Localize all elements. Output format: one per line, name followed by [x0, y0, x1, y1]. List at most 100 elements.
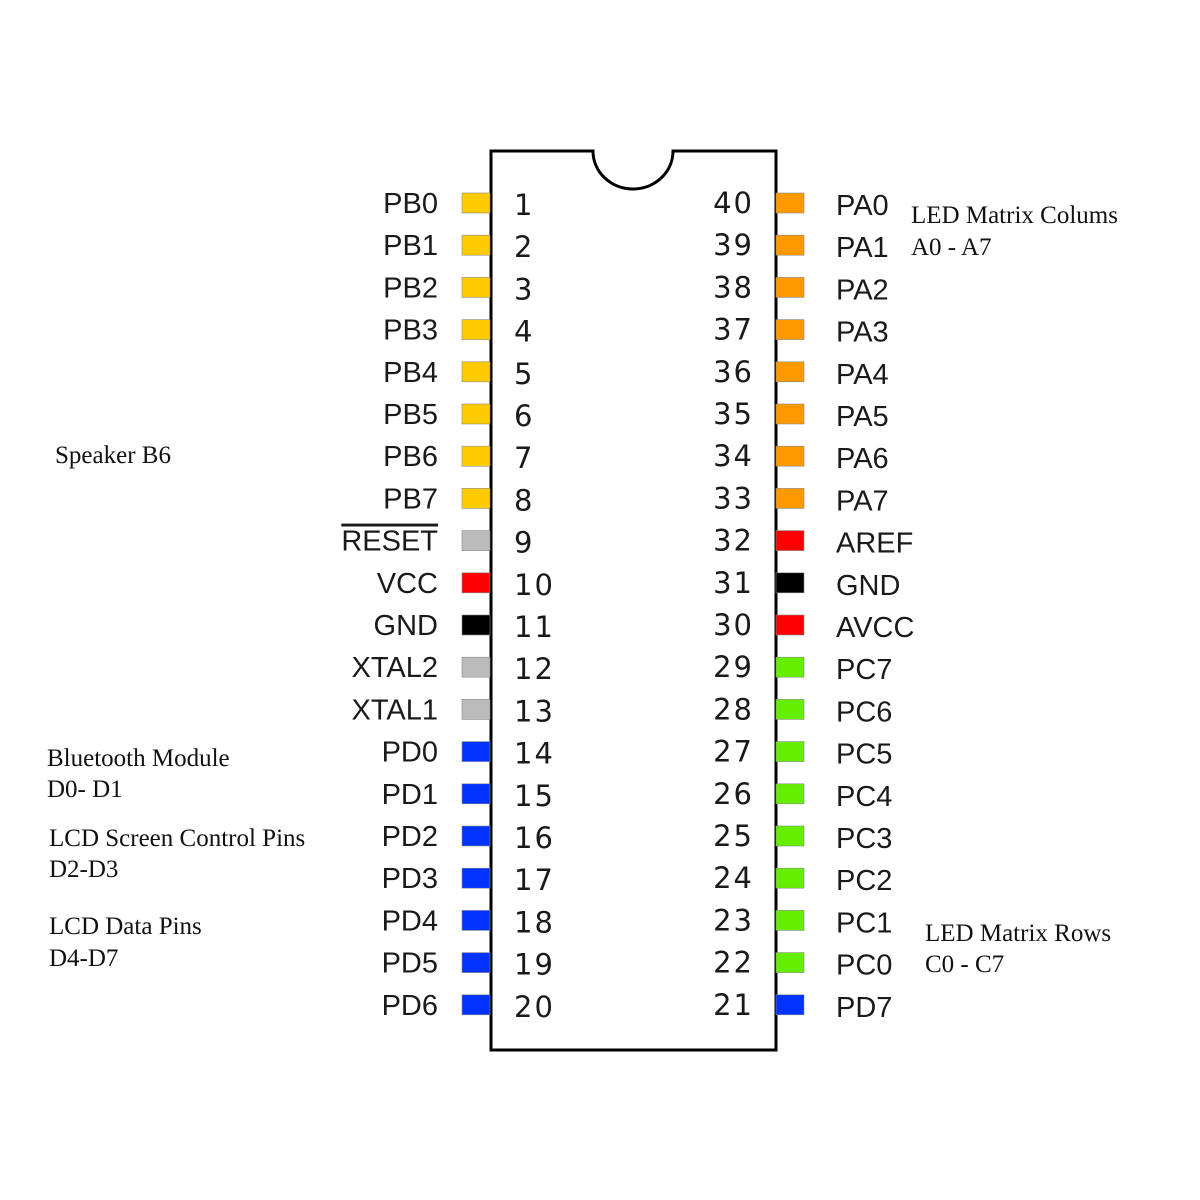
pin-pad: [775, 319, 805, 340]
chip-body: [489, 149, 778, 1052]
pin-number: 22: [713, 946, 754, 980]
pin-row: XTAL1 13: [351, 694, 555, 728]
pin-number: 10: [514, 568, 555, 602]
pin-name: PC4: [836, 781, 892, 813]
lcd-data-note-line1: LCD Data Pins: [49, 913, 202, 940]
pin-number: 4: [514, 315, 534, 349]
pin-row: 33 PA7: [713, 481, 889, 517]
pin-name: GND: [836, 570, 900, 602]
pin-name: PC2: [836, 865, 892, 897]
pin-row: PD3 17: [382, 863, 553, 897]
pin-name: PA1: [836, 232, 889, 264]
pin-pad: [461, 910, 491, 931]
pin-pad: [461, 403, 491, 425]
pin-name: PA0: [836, 190, 889, 222]
pin-pad: [461, 783, 491, 805]
pin-number: 33: [713, 481, 754, 515]
pin-number: 26: [713, 777, 754, 811]
pin-row: GND 11: [374, 610, 553, 644]
pin-pad: [461, 952, 491, 973]
pin-number: 27: [713, 735, 754, 769]
led-columns-note-line1: LED Matrix Colums: [911, 202, 1118, 229]
pin-number: 7: [514, 441, 534, 475]
pin-pad: [775, 488, 805, 509]
pin-number: 21: [713, 988, 754, 1022]
pin-pad: [461, 530, 491, 551]
speaker-note: Speaker B6: [55, 442, 171, 469]
pin-number: 38: [713, 270, 754, 304]
pin-row: 36 PA4: [713, 355, 889, 391]
pin-number: 8: [514, 483, 534, 517]
left-pin-column: PB0 1 PB1 2 PB2 3 PB3 4 PB4 5 PB5 6 PB6 7 PB7 8 RESET 9 VC…: [341, 188, 555, 1024]
pin-number: 15: [514, 779, 555, 813]
pin-name: PA5: [836, 401, 889, 433]
pin-number: 23: [713, 903, 754, 937]
pin-name: XTAL1: [351, 694, 438, 726]
pin-name: VCC: [377, 568, 438, 600]
pin-row: 26 PC4: [713, 777, 892, 813]
pin-row: 40 PA0: [713, 186, 889, 222]
pin-pad: [775, 783, 805, 805]
pin-name: PD4: [382, 905, 438, 937]
led-rows-note-line2: C0 - C7: [925, 951, 1004, 978]
pin-name: PC0: [836, 950, 892, 982]
pin-name: PA6: [836, 443, 889, 475]
pin-number: 39: [713, 228, 754, 262]
pin-row: 38 PA2: [713, 270, 889, 306]
pin-pad: [461, 572, 491, 594]
pin-pad: [775, 867, 805, 889]
pin-name: PB1: [383, 230, 438, 262]
pin-number: 12: [514, 652, 555, 686]
pin-pad: [775, 361, 805, 383]
pin-row: 22 PC0: [713, 946, 892, 982]
pin-pad: [461, 277, 491, 298]
led-columns-note: LED Matrix Colums A0 - A7: [911, 202, 1118, 261]
pin-name: PB4: [383, 357, 438, 389]
pin-pad: [461, 234, 491, 256]
pin-number: 32: [713, 524, 754, 558]
pin-number: 1: [514, 188, 534, 222]
pin-pad: [775, 699, 805, 720]
pin-number: 20: [514, 990, 555, 1024]
pin-row: 30 AVCC: [713, 608, 914, 644]
pin-number: 40: [713, 186, 754, 220]
pin-pad: [461, 445, 491, 467]
pin-pad: [775, 994, 805, 1016]
pin-row: PD1 15: [382, 779, 555, 813]
pin-name: PA2: [836, 274, 889, 306]
pin-name: PB3: [383, 315, 438, 347]
pin-name: PB5: [383, 399, 438, 431]
pin-number: 13: [514, 694, 555, 728]
pin-pad: [461, 319, 491, 340]
pin-name: PB7: [383, 483, 438, 515]
pin-row: PB7 8: [383, 483, 534, 517]
pin-pad: [775, 445, 805, 467]
pin-number: 5: [514, 357, 534, 391]
pin-pad: [775, 234, 805, 256]
pin-pad: [461, 994, 491, 1016]
pin-pad: [775, 952, 805, 973]
pin-name: PC5: [836, 739, 892, 771]
pin-name: PA3: [836, 317, 889, 349]
pin-number: 2: [514, 230, 534, 264]
pin-row: 23 PC1: [713, 903, 892, 939]
pin-pad: [775, 825, 805, 847]
pin-name: PD0: [382, 737, 438, 769]
bluetooth-note: Bluetooth Module D0- D1: [47, 745, 230, 803]
pin-number: 19: [514, 948, 555, 982]
speaker-note-line1: Speaker B6: [55, 442, 171, 469]
pin-row: RESET 9: [341, 526, 532, 560]
pin-row: 21 PD7: [713, 988, 892, 1024]
pin-row: 27 PC5: [713, 735, 892, 771]
led-rows-note: LED Matrix Rows C0 - C7: [925, 920, 1111, 978]
pin-pad: [461, 741, 491, 762]
pin-name: PD2: [382, 821, 438, 853]
pin-pad: [461, 361, 491, 383]
lcd-control-note: LCD Screen Control Pins D2-D3: [49, 825, 305, 883]
pin-row: PD2 16: [382, 821, 553, 855]
pin-name: PC7: [836, 654, 892, 686]
pin-pad: [775, 656, 805, 678]
lcd-control-note-line2: D2-D3: [49, 856, 118, 883]
pin-number: 37: [713, 313, 754, 347]
pin-number: 35: [713, 397, 754, 431]
